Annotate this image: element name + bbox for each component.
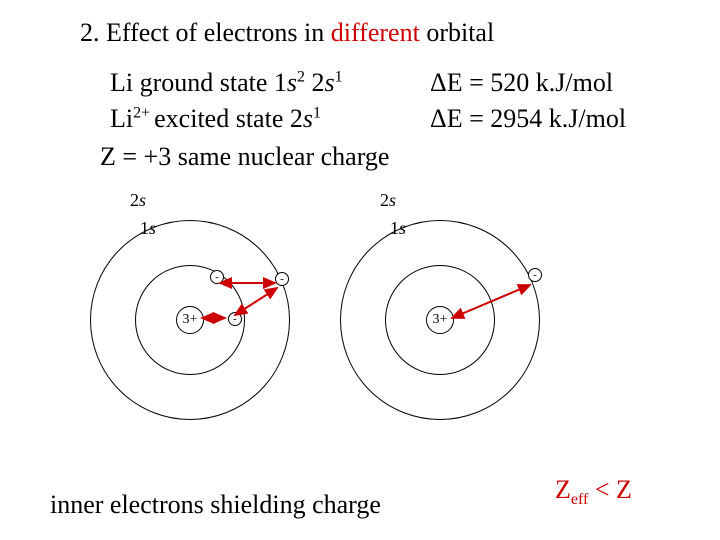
ground-state-line: Li ground state 1s2 2s1 [110, 68, 343, 98]
spacer: 2 [305, 68, 325, 97]
li-ground-text: Li ground state 1 [110, 68, 287, 97]
title-suffix: orbital [420, 18, 494, 47]
shielding-text: inner electrons shielding charge [50, 490, 381, 520]
exp-1: 1 [335, 68, 343, 85]
shielding-label: inner electrons shielding charge [50, 490, 381, 519]
exp-1b: 1 [313, 104, 321, 121]
diagram-area: 22ss 1s 3+ - - - 2s 1s 3+ - [40, 190, 680, 450]
li-charge: 2+ [133, 104, 154, 121]
electron-2s-a: - [275, 272, 289, 286]
shell-label-2s-1: 22ss [130, 190, 146, 211]
delta-e-2: ΔE = 2954 k.J/mol [430, 104, 626, 133]
exp-2: 2 [297, 68, 305, 85]
page-title: 2. Effect of electrons in different orbi… [80, 18, 494, 48]
nucleus-label-2: 3+ [433, 312, 448, 328]
zeff-rest: < Z [588, 475, 632, 504]
orbital-s3: s [303, 104, 313, 133]
nuclear-charge-line: Z = +3 same nuclear charge [100, 142, 389, 172]
z-text: Z = +3 same nuclear charge [100, 142, 389, 171]
electron-1s-a: - [210, 270, 224, 284]
excited-text: excited state 2 [154, 104, 303, 133]
zeff-sub: eff [571, 491, 588, 508]
title-prefix: 2. Effect of electrons in [80, 18, 331, 47]
ground-state-energy: ΔE = 520 k.J/mol [430, 68, 613, 98]
excited-state-energy: ΔE = 2954 k.J/mol [430, 104, 626, 134]
zeff-z: Z [555, 475, 571, 504]
delta-e-1: ΔE = 520 k.J/mol [430, 68, 613, 97]
zeff-text: Zeff < Z [555, 475, 632, 509]
nucleus-2: 3+ [426, 306, 454, 334]
electron-2s-b: - [528, 268, 542, 282]
excited-state-line: Li2+ excited state 2s1 [110, 104, 321, 134]
title-red: different [331, 18, 420, 47]
orbital-s2: s [325, 68, 335, 97]
electron-1s-b: - [228, 312, 242, 326]
li-label: Li [110, 104, 133, 133]
shell-label-2s-2: 2s [380, 190, 396, 211]
nucleus-1: 3+ [176, 306, 204, 334]
orbital-s: s [287, 68, 297, 97]
nucleus-label-1: 3+ [183, 312, 198, 328]
